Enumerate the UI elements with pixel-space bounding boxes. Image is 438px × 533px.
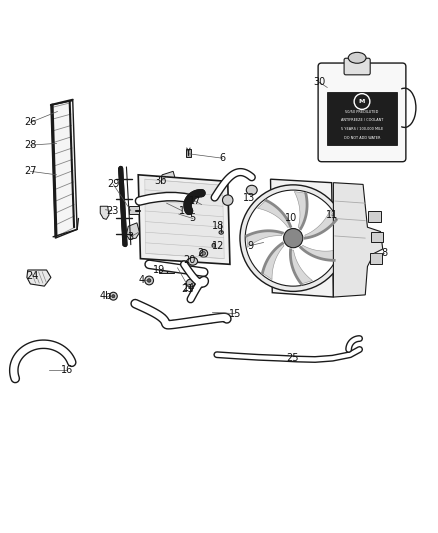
- Ellipse shape: [219, 231, 223, 234]
- Bar: [371, 231, 383, 243]
- Text: 4: 4: [138, 276, 145, 286]
- Ellipse shape: [202, 252, 205, 255]
- Polygon shape: [271, 179, 333, 297]
- Text: 4b: 4b: [99, 291, 112, 301]
- Text: 24: 24: [26, 271, 38, 281]
- Circle shape: [354, 94, 370, 109]
- Polygon shape: [290, 250, 312, 284]
- Text: 3b: 3b: [154, 176, 166, 187]
- Text: 50/50 PREDILUTED: 50/50 PREDILUTED: [345, 110, 379, 114]
- Polygon shape: [301, 245, 339, 260]
- Ellipse shape: [200, 249, 208, 257]
- Circle shape: [245, 190, 341, 286]
- Text: 2: 2: [198, 248, 204, 259]
- Ellipse shape: [110, 292, 117, 300]
- Polygon shape: [305, 210, 336, 238]
- Polygon shape: [145, 179, 224, 259]
- Text: 18: 18: [212, 221, 224, 231]
- Text: 9: 9: [247, 240, 254, 251]
- Polygon shape: [294, 191, 307, 229]
- Ellipse shape: [170, 320, 177, 328]
- Ellipse shape: [158, 314, 166, 322]
- Text: 13: 13: [243, 192, 255, 203]
- Ellipse shape: [148, 279, 151, 282]
- Text: 16: 16: [61, 366, 73, 375]
- Polygon shape: [27, 270, 51, 286]
- Ellipse shape: [145, 276, 153, 285]
- Polygon shape: [100, 206, 109, 220]
- Ellipse shape: [30, 342, 37, 349]
- Ellipse shape: [186, 279, 195, 287]
- Ellipse shape: [188, 257, 198, 265]
- Polygon shape: [247, 231, 283, 247]
- Polygon shape: [262, 244, 284, 280]
- Bar: [370, 253, 382, 264]
- Polygon shape: [258, 200, 290, 228]
- Text: 28: 28: [24, 140, 36, 150]
- Ellipse shape: [112, 295, 115, 298]
- Text: 12: 12: [212, 240, 224, 251]
- Text: 23: 23: [106, 206, 118, 216]
- Text: 25: 25: [286, 353, 299, 363]
- Text: 20: 20: [183, 255, 195, 265]
- Text: DO NOT ADD WATER: DO NOT ADD WATER: [344, 136, 380, 140]
- Text: 1: 1: [179, 206, 185, 216]
- Text: 26: 26: [24, 117, 36, 127]
- Bar: [327, 92, 397, 145]
- Text: M: M: [359, 99, 365, 104]
- Text: 15: 15: [230, 309, 242, 319]
- Ellipse shape: [348, 52, 366, 63]
- Text: 8: 8: [381, 248, 387, 259]
- Polygon shape: [51, 101, 77, 238]
- Circle shape: [240, 185, 346, 292]
- Bar: [130, 206, 139, 214]
- Text: 3: 3: [128, 232, 134, 242]
- Polygon shape: [138, 175, 230, 264]
- Circle shape: [223, 195, 233, 205]
- Ellipse shape: [212, 244, 215, 248]
- Text: 21: 21: [181, 284, 194, 294]
- Text: 5 YEARS / 100,000 MILE: 5 YEARS / 100,000 MILE: [341, 127, 383, 131]
- Polygon shape: [127, 223, 140, 239]
- FancyBboxPatch shape: [344, 58, 370, 75]
- Ellipse shape: [11, 360, 18, 367]
- Text: 10: 10: [285, 213, 297, 223]
- Ellipse shape: [57, 345, 64, 352]
- Bar: [368, 211, 381, 222]
- FancyBboxPatch shape: [318, 63, 406, 161]
- Text: 6: 6: [219, 153, 226, 163]
- Ellipse shape: [207, 315, 215, 323]
- Bar: [159, 268, 174, 273]
- Circle shape: [284, 229, 303, 248]
- Text: 30: 30: [313, 77, 325, 87]
- Text: 19: 19: [152, 265, 165, 275]
- Bar: [186, 149, 191, 157]
- Polygon shape: [160, 171, 175, 184]
- Text: 5: 5: [190, 214, 196, 223]
- Ellipse shape: [246, 185, 257, 195]
- Text: 14: 14: [183, 284, 195, 293]
- Text: 29: 29: [107, 180, 120, 189]
- Polygon shape: [333, 183, 383, 297]
- Text: 17: 17: [189, 196, 201, 206]
- Text: 11: 11: [325, 210, 338, 220]
- Text: 27: 27: [24, 166, 37, 176]
- Text: ANTIFREEZE / COOLANT: ANTIFREEZE / COOLANT: [341, 118, 383, 123]
